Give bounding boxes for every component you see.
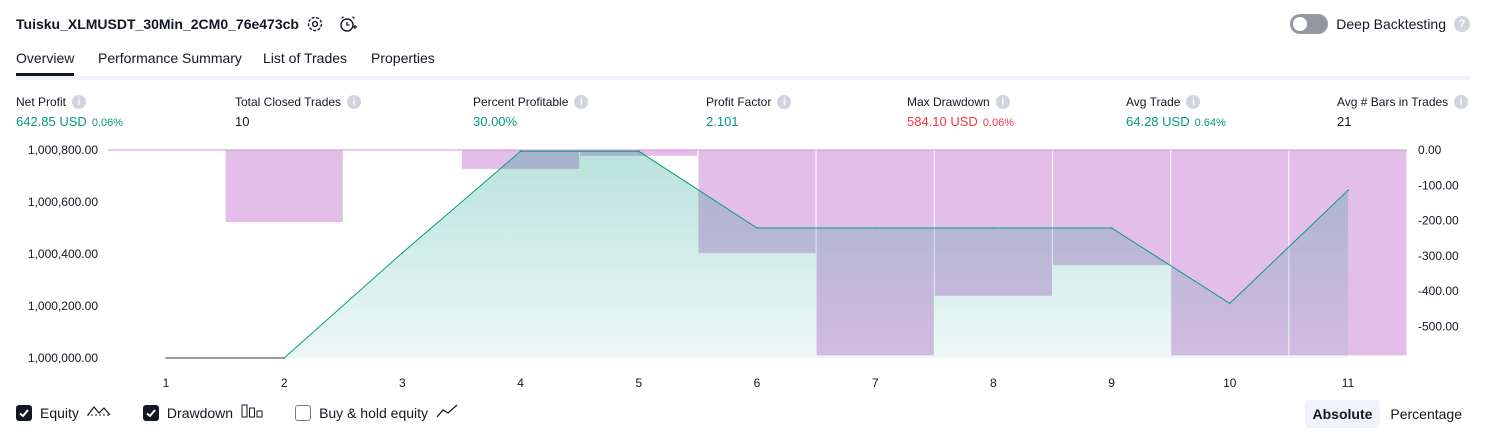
metric-total-closed-trades: Total Closed Trades i 10 xyxy=(235,94,362,129)
absolute-button[interactable]: Absolute xyxy=(1304,400,1381,428)
metric-value: 21 xyxy=(1337,114,1352,129)
x-tick-label: 8 xyxy=(990,376,997,390)
x-tick-label: 7 xyxy=(872,376,879,390)
info-icon[interactable]: i xyxy=(1454,95,1469,109)
drawdown-checkbox[interactable] xyxy=(142,404,159,421)
y-right-tick-label: -200.00 xyxy=(1418,214,1459,228)
drawdown-bar xyxy=(224,149,344,224)
x-tick-label: 11 xyxy=(1342,376,1355,390)
metric-max-drawdown: Max Drawdown i 584.10 USD 0.06% xyxy=(907,94,1014,129)
gear-icon[interactable] xyxy=(305,14,325,34)
metric-value: 642.85 USD xyxy=(16,114,87,129)
y-left-tick-label: 1,000,400.00 xyxy=(28,247,98,261)
metric-percent-profitable: Percent Profitable i 30.00% xyxy=(473,94,589,129)
legend-equity[interactable]: Equity xyxy=(16,404,111,421)
tab-list-of-trades[interactable]: List of Trades xyxy=(263,50,348,66)
drawdown-bars-icon xyxy=(241,404,263,421)
tab-overview[interactable]: Overview xyxy=(16,50,75,76)
y-right-tick-label: -500.00 xyxy=(1418,319,1459,333)
info-icon[interactable]: i xyxy=(574,95,589,109)
tab-bar: Overview Performance Summary List of Tra… xyxy=(16,44,1470,80)
legend-label: Drawdown xyxy=(166,404,234,421)
metric-label: Profit Factor xyxy=(706,95,772,109)
chart-legend: Equity Drawdown Buy & hold equity xyxy=(16,404,490,421)
metric-label: Max Drawdown xyxy=(907,95,990,109)
display-mode-switch: Absolute Percentage xyxy=(1304,400,1471,428)
legend-drawdown[interactable]: Drawdown xyxy=(142,404,263,421)
equity-point xyxy=(992,227,995,229)
y-left-tick-label: 1,000,600.00 xyxy=(28,195,98,209)
x-tick-label: 6 xyxy=(754,376,761,390)
metric-value: 30.00% xyxy=(473,114,518,129)
equity-point xyxy=(756,227,758,229)
metric-label: Avg # Bars in Trades xyxy=(1337,95,1449,109)
equity-point xyxy=(519,150,522,153)
add-alert-icon[interactable] xyxy=(338,14,358,34)
info-icon[interactable]: i xyxy=(347,95,362,109)
equity-drawdown-chart[interactable]: 1,000,800.00 1,000,600.00 1,000,400.00 1,00… xyxy=(0,136,1486,398)
metric-value: 10 xyxy=(235,114,250,129)
metric-label: Avg Trade xyxy=(1126,95,1181,109)
deep-backtesting-control: Deep Backtesting ? xyxy=(1290,14,1470,34)
metric-avg-trade: Avg Trade i 64.28 USD 0.64% xyxy=(1126,94,1226,129)
y-right-tick-label: -300.00 xyxy=(1418,249,1459,263)
metric-label: Net Profit xyxy=(16,95,67,109)
toggle-knob xyxy=(1293,17,1308,31)
equity-line xyxy=(283,150,1349,359)
metric-net-profit: Net Profit i 642.85 USD 0.06% xyxy=(16,94,123,129)
x-tick-label: 5 xyxy=(635,376,642,390)
equity-point xyxy=(1110,227,1113,229)
x-tick-label: 3 xyxy=(399,376,406,390)
equity-point xyxy=(1229,302,1231,305)
legend-label: Buy & hold equity xyxy=(319,404,429,421)
equity-point xyxy=(165,357,167,359)
metric-value: 2.101 xyxy=(706,114,739,129)
equity-point xyxy=(401,251,404,254)
strategy-header: Tuisku_XLMUSDT_30Min_2CM0_76e473cb Deep … xyxy=(16,8,1470,40)
buy-hold-line-icon xyxy=(436,404,458,421)
info-icon[interactable]: i xyxy=(1186,95,1201,109)
equity-area xyxy=(284,151,1349,358)
x-tick-label: 9 xyxy=(1108,376,1115,390)
percentage-button[interactable]: Percentage xyxy=(1390,406,1462,422)
equity-line-icon xyxy=(86,404,111,421)
x-tick-label: 4 xyxy=(517,376,524,390)
y-right-tick-label: 0.00 xyxy=(1418,143,1442,157)
info-icon[interactable]: i xyxy=(72,95,87,109)
equity-checkbox[interactable] xyxy=(16,404,32,421)
buy-hold-checkbox[interactable] xyxy=(295,404,312,421)
metric-percent: 0.64% xyxy=(1194,117,1226,129)
deep-backtesting-toggle[interactable] xyxy=(1290,14,1329,34)
x-tick-label: 1 xyxy=(163,376,170,390)
equity-point xyxy=(638,150,640,153)
equity-point xyxy=(874,227,876,229)
info-icon[interactable]: i xyxy=(995,95,1010,109)
help-icon[interactable]: ? xyxy=(1454,16,1470,32)
y-right-tick-label: -400.00 xyxy=(1418,284,1459,298)
metric-percent: 0.06% xyxy=(982,117,1015,129)
x-tick-label: 10 xyxy=(1223,376,1237,390)
metric-value: 584.10 USD xyxy=(907,114,978,129)
metric-profit-factor: Profit Factor i 2.101 xyxy=(706,94,792,129)
strategy-title: Tuisku_XLMUSDT_30Min_2CM0_76e473cb xyxy=(16,16,299,32)
metric-percent: 0.06% xyxy=(91,117,124,129)
equity-point xyxy=(283,357,286,359)
y-left-tick-label: 1,000,800.00 xyxy=(28,143,98,157)
y-left-tick-label: 1,000,200.00 xyxy=(28,299,98,313)
metric-avg-bars-in-trades: Avg # Bars in Trades i 21 xyxy=(1337,94,1469,129)
metric-value: 64.28 USD xyxy=(1126,114,1190,129)
metric-label: Percent Profitable xyxy=(473,95,569,109)
tab-performance-summary[interactable]: Performance Summary xyxy=(98,50,242,66)
legend-buy-hold-equity[interactable]: Buy & hold equity xyxy=(295,404,458,421)
equity-point xyxy=(1347,189,1349,192)
tab-properties[interactable]: Properties xyxy=(371,50,435,66)
metric-label: Total Closed Trades xyxy=(235,95,342,109)
deep-backtesting-label: Deep Backtesting xyxy=(1336,16,1446,32)
y-left-tick-label: 1,000,000.00 xyxy=(28,351,98,365)
legend-label: Equity xyxy=(40,404,79,421)
y-right-tick-label: -100.00 xyxy=(1418,178,1459,192)
x-tick-label: 2 xyxy=(281,376,288,390)
info-icon[interactable]: i xyxy=(777,95,792,109)
